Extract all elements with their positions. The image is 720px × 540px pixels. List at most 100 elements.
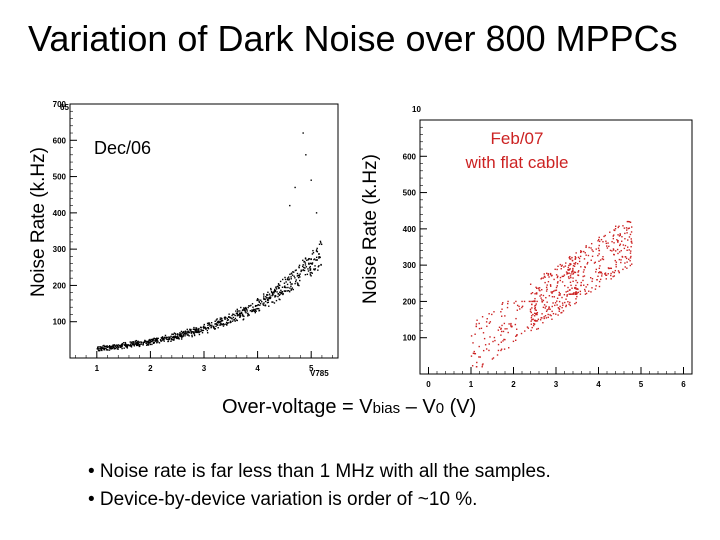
- data-point: [193, 332, 195, 335]
- data-point: [225, 316, 227, 319]
- data-point: [614, 225, 617, 227]
- data-point: [611, 240, 613, 243]
- data-point: [309, 272, 311, 274]
- data-point: [165, 336, 167, 339]
- data-point: [136, 343, 139, 345]
- data-point: [229, 316, 231, 319]
- x-tick-label: 3: [202, 364, 207, 373]
- data-point: [300, 269, 302, 271]
- data-point: [617, 270, 620, 272]
- data-point: [243, 309, 246, 311]
- data-point: [529, 310, 532, 312]
- right-y-axis-label: Noise Rate (k.Hz): [360, 154, 381, 304]
- data-point: [612, 275, 614, 278]
- data-point: [138, 341, 141, 343]
- data-point: [595, 248, 597, 250]
- data-point: [588, 290, 590, 292]
- data-point: [283, 286, 286, 288]
- data-point: [481, 364, 484, 366]
- data-point: [543, 316, 545, 318]
- data-point: [191, 331, 194, 333]
- data-point: [590, 291, 592, 293]
- data-point: [602, 258, 605, 261]
- y-tick-label: 100: [403, 334, 417, 343]
- data-point: [613, 271, 616, 274]
- data-point: [610, 272, 612, 275]
- data-point: [146, 340, 149, 343]
- data-point: [569, 304, 571, 307]
- data-point: [556, 282, 559, 284]
- data-point: [308, 267, 311, 269]
- data-point: [572, 269, 574, 271]
- data-point: [613, 275, 616, 277]
- data-point: [625, 257, 628, 260]
- data-point: [103, 348, 105, 351]
- data-point: [136, 344, 138, 347]
- data-point: [617, 226, 619, 229]
- annotation-feb07-line: Feb/07: [491, 129, 544, 148]
- data-point: [595, 268, 598, 271]
- data-point: [137, 342, 140, 345]
- data-point: [543, 275, 546, 278]
- data-point: [155, 338, 157, 340]
- data-point: [570, 293, 572, 295]
- data-point: [227, 322, 229, 324]
- data-point: [577, 270, 580, 272]
- data-point: [574, 293, 577, 295]
- data-point: [605, 242, 608, 245]
- data-point: [194, 329, 197, 332]
- data-point: [281, 291, 284, 293]
- data-point: [547, 313, 549, 316]
- data-point: [121, 347, 123, 350]
- data-point: [583, 258, 586, 260]
- data-point: [558, 307, 560, 310]
- data-point: [308, 262, 310, 265]
- data-point: [598, 280, 601, 283]
- data-point: [512, 340, 515, 343]
- data-point: [103, 344, 105, 347]
- data-point: [614, 250, 617, 252]
- data-point: [551, 296, 554, 298]
- data-point: [278, 284, 280, 286]
- data-point: [197, 329, 199, 331]
- data-point: [187, 334, 189, 336]
- data-point: [180, 335, 183, 338]
- data-point: [318, 265, 320, 267]
- data-point: [319, 256, 321, 258]
- data-point: [175, 335, 177, 338]
- data-point: [249, 305, 251, 307]
- data-point: [556, 300, 558, 302]
- data-point: [220, 322, 222, 325]
- data-point: [535, 313, 537, 316]
- data-point: [194, 328, 196, 331]
- data-point: [585, 286, 587, 288]
- data-point: [625, 227, 628, 229]
- data-point: [229, 320, 232, 322]
- data-point: [626, 232, 628, 234]
- data-point: [530, 329, 532, 332]
- data-point: [574, 258, 576, 260]
- data-point: [609, 249, 612, 252]
- data-point: [312, 251, 315, 254]
- data-point: [137, 341, 140, 343]
- data-point: [602, 241, 604, 243]
- data-point: [543, 304, 546, 306]
- data-point: [247, 306, 249, 309]
- data-point: [576, 281, 579, 284]
- data-point: [561, 302, 564, 304]
- data-point: [556, 304, 558, 306]
- data-point: [98, 349, 101, 352]
- x-tick-label: 2: [511, 380, 516, 389]
- data-point: [262, 303, 264, 305]
- data-point: [207, 327, 210, 329]
- data-point: [180, 338, 183, 340]
- data-point: [489, 321, 492, 323]
- data-point: [290, 288, 293, 290]
- data-point: [549, 314, 551, 316]
- data-point: [272, 301, 274, 303]
- data-point: [280, 291, 282, 294]
- data-point: [295, 269, 297, 271]
- data-point: [170, 335, 172, 337]
- data-point: [279, 298, 281, 301]
- data-point: [147, 341, 149, 344]
